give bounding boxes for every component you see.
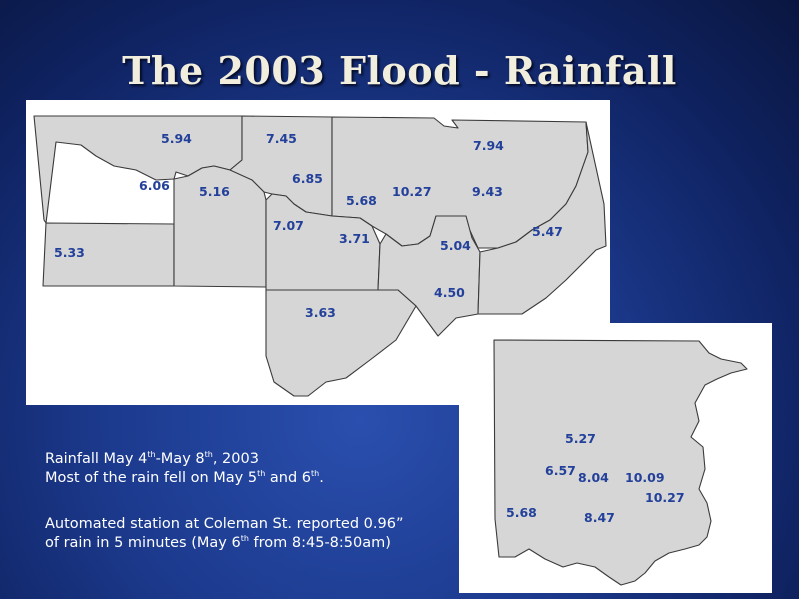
caption-date-range: Rainfall May 4th-May 8th, 2003 (45, 450, 259, 468)
region-south (265, 289, 417, 397)
rain-label: 5.94 (161, 131, 192, 146)
county-map-svg: 5.94 7.45 7.94 6.06 5.16 6.85 5.68 10.27… (33, 115, 607, 397)
rain-label: 7.07 (273, 218, 304, 233)
rain-label: 5.47 (532, 224, 563, 239)
rain-label: 5.33 (54, 245, 85, 260)
rain-label: 7.94 (473, 138, 504, 153)
rain-label: 6.06 (139, 178, 170, 193)
rain-label: 10.27 (392, 184, 432, 199)
rain-label: 4.50 (434, 285, 465, 300)
rain-label: 8.04 (578, 470, 609, 485)
region-east (477, 121, 607, 315)
city-rainfall-map: 5.27 6.57 8.04 10.09 10.27 5.68 8.47 (459, 323, 772, 593)
rain-label: 5.16 (199, 184, 230, 199)
region-central-east (377, 215, 481, 337)
rain-label: 5.68 (506, 505, 537, 520)
rain-label: 5.27 (565, 431, 596, 446)
rain-label: 6.57 (545, 463, 576, 478)
slide-title: The 2003 Flood - Rainfall (122, 48, 677, 93)
rain-label: 10.27 (645, 490, 685, 505)
county-rainfall-map: 5.94 7.45 7.94 6.06 5.16 6.85 5.68 10.27… (26, 100, 610, 405)
rain-label: 5.04 (440, 238, 471, 253)
rain-label: 10.09 (625, 470, 665, 485)
city-map-svg: 5.27 6.57 8.04 10.09 10.27 5.68 8.47 (493, 339, 748, 586)
rain-label: 6.85 (292, 171, 323, 186)
caption-peak-days: Most of the rain fell on May 5th and 6th… (45, 469, 324, 487)
region-west-central (173, 165, 267, 288)
caption-station-report: Automated station at Coleman St. reporte… (45, 516, 404, 532)
rain-label: 8.47 (584, 510, 615, 525)
rain-label: 3.63 (305, 305, 336, 320)
caption-station-detail: of rain in 5 minutes (May 6th from 8:45-… (45, 534, 391, 552)
rain-label: 5.68 (346, 193, 377, 208)
rain-label: 7.45 (266, 131, 297, 146)
city-boundary (493, 339, 748, 586)
rain-label: 3.71 (339, 231, 370, 246)
rain-label: 9.43 (472, 184, 503, 199)
